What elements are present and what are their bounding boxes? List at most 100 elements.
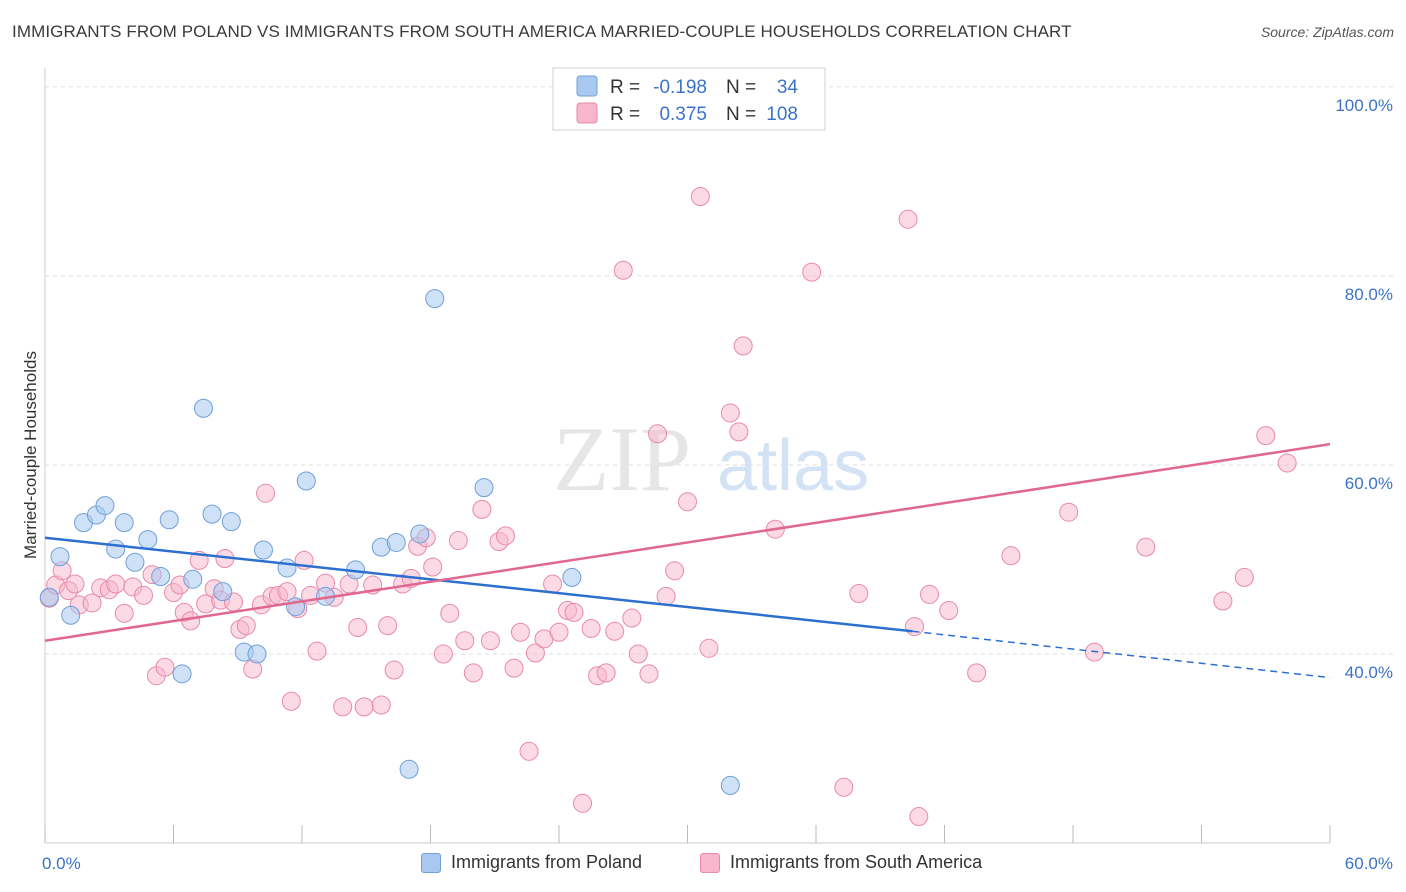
south-america-point bbox=[596, 663, 616, 683]
south-america-point bbox=[256, 483, 276, 503]
south-america-point bbox=[277, 582, 297, 602]
south-america-point bbox=[690, 187, 710, 207]
south-america-point bbox=[720, 403, 740, 423]
bottom-legend-item-south-america: Immigrants from South America bbox=[700, 852, 982, 873]
legend-swatch-poland bbox=[576, 75, 598, 97]
south-america-point bbox=[106, 574, 126, 594]
y-tick-label-100: 100.0% bbox=[1335, 96, 1393, 115]
poland-point bbox=[138, 530, 158, 550]
bottom-legend-label-poland: Immigrants from Poland bbox=[451, 852, 643, 872]
south-america-point bbox=[354, 697, 374, 717]
south-america-point bbox=[236, 616, 256, 636]
south-america-point bbox=[114, 603, 134, 623]
south-america-point bbox=[802, 262, 822, 282]
legend-n-value-poland: 34 bbox=[777, 77, 799, 98]
stats-legend: R = -0.198 N = 34 R = 0.375 N = 108 bbox=[552, 67, 826, 131]
poland-point bbox=[221, 512, 241, 532]
south-america-point bbox=[455, 631, 475, 651]
south-america-point bbox=[939, 601, 959, 620]
watermark-zip: ZIP bbox=[553, 408, 691, 510]
south-america-point bbox=[920, 584, 940, 604]
south-america-points bbox=[39, 187, 1297, 827]
bottom-legend: Immigrants from Poland Immigrants from S… bbox=[0, 852, 1406, 878]
south-america-point bbox=[333, 697, 353, 717]
south-america-point bbox=[909, 807, 929, 827]
poland-point bbox=[159, 510, 179, 530]
source-label: Source: ZipAtlas.com bbox=[1260, 24, 1394, 40]
south-america-trend-line bbox=[44, 442, 1331, 642]
south-america-point bbox=[472, 499, 492, 519]
south-america-point bbox=[1136, 537, 1156, 557]
south-america-point bbox=[307, 641, 327, 661]
south-america-point bbox=[564, 602, 584, 622]
south-america-point bbox=[378, 616, 398, 636]
south-america-point bbox=[1277, 453, 1297, 473]
y-tick-label-60: 60.0% bbox=[1345, 474, 1393, 493]
poland-point bbox=[213, 582, 233, 602]
south-america-point bbox=[463, 663, 483, 683]
south-america-point bbox=[384, 660, 404, 680]
poland-point bbox=[61, 605, 81, 625]
south-america-point bbox=[440, 603, 460, 623]
y-tick-labels: 40.0% 60.0% 80.0% 100.0% bbox=[1335, 96, 1393, 682]
poland-point bbox=[296, 471, 316, 491]
south-america-point bbox=[433, 644, 453, 664]
legend-r-label-south-america: R = bbox=[610, 104, 640, 125]
south-america-point bbox=[648, 424, 668, 444]
south-america-point bbox=[733, 336, 753, 356]
poland-point bbox=[106, 539, 126, 559]
south-america-point bbox=[834, 777, 854, 797]
chart-title: IMMIGRANTS FROM POLAND VS IMMIGRANTS FRO… bbox=[12, 22, 1072, 41]
x-tick-labels: 0.0% 60.0% bbox=[42, 854, 1393, 873]
south-america-point bbox=[628, 644, 648, 664]
poland-point bbox=[95, 496, 115, 516]
south-america-point bbox=[281, 691, 301, 711]
poland-point bbox=[172, 664, 192, 684]
poland-point bbox=[720, 775, 740, 795]
legend-n-value-south-america: 108 bbox=[766, 104, 798, 125]
south-america-point bbox=[510, 622, 530, 642]
south-america-point bbox=[605, 621, 625, 641]
x-tick-label-min: 0.0% bbox=[42, 854, 81, 873]
south-america-point bbox=[348, 618, 368, 638]
poland-point bbox=[253, 540, 273, 560]
south-america-point bbox=[519, 741, 539, 761]
south-america-point bbox=[967, 663, 987, 683]
y-tick-label-80: 80.0% bbox=[1345, 285, 1393, 304]
bottom-legend-swatch-poland bbox=[421, 852, 441, 873]
legend-r-value-poland: -0.198 bbox=[653, 77, 707, 98]
south-america-point bbox=[639, 664, 659, 684]
x-tick-label-max: 60.0% bbox=[1345, 854, 1393, 873]
poland-point bbox=[39, 587, 59, 607]
south-america-point bbox=[622, 608, 642, 628]
poland-point bbox=[562, 567, 582, 587]
south-america-point bbox=[423, 557, 443, 577]
legend-n-label-south-america: N = bbox=[726, 104, 756, 125]
poland-point bbox=[277, 558, 297, 578]
y-axis-label: Married-couple Households bbox=[21, 351, 40, 559]
south-america-point bbox=[134, 585, 154, 605]
poland-point bbox=[183, 569, 203, 589]
south-america-point bbox=[849, 583, 869, 603]
legend-r-value-south-america: 0.375 bbox=[659, 104, 707, 125]
south-america-point bbox=[699, 638, 719, 658]
legend-swatch-south-america bbox=[576, 102, 598, 124]
poland-point bbox=[410, 524, 430, 544]
south-america-point bbox=[448, 531, 468, 551]
poland-point bbox=[125, 552, 145, 572]
poland-point bbox=[399, 759, 419, 779]
south-america-point bbox=[898, 209, 918, 229]
poland-point bbox=[386, 532, 406, 552]
south-america-point bbox=[525, 643, 545, 663]
trend-lines bbox=[44, 442, 1331, 679]
legend-frame bbox=[552, 67, 826, 131]
south-america-point bbox=[905, 617, 925, 637]
south-america-point bbox=[504, 658, 524, 678]
south-america-point bbox=[1001, 546, 1021, 566]
south-america-point bbox=[1256, 426, 1276, 446]
south-america-point bbox=[613, 260, 633, 280]
south-america-point bbox=[65, 574, 85, 594]
poland-points bbox=[39, 289, 740, 795]
poland-point bbox=[474, 478, 494, 498]
south-america-point bbox=[1059, 502, 1079, 522]
